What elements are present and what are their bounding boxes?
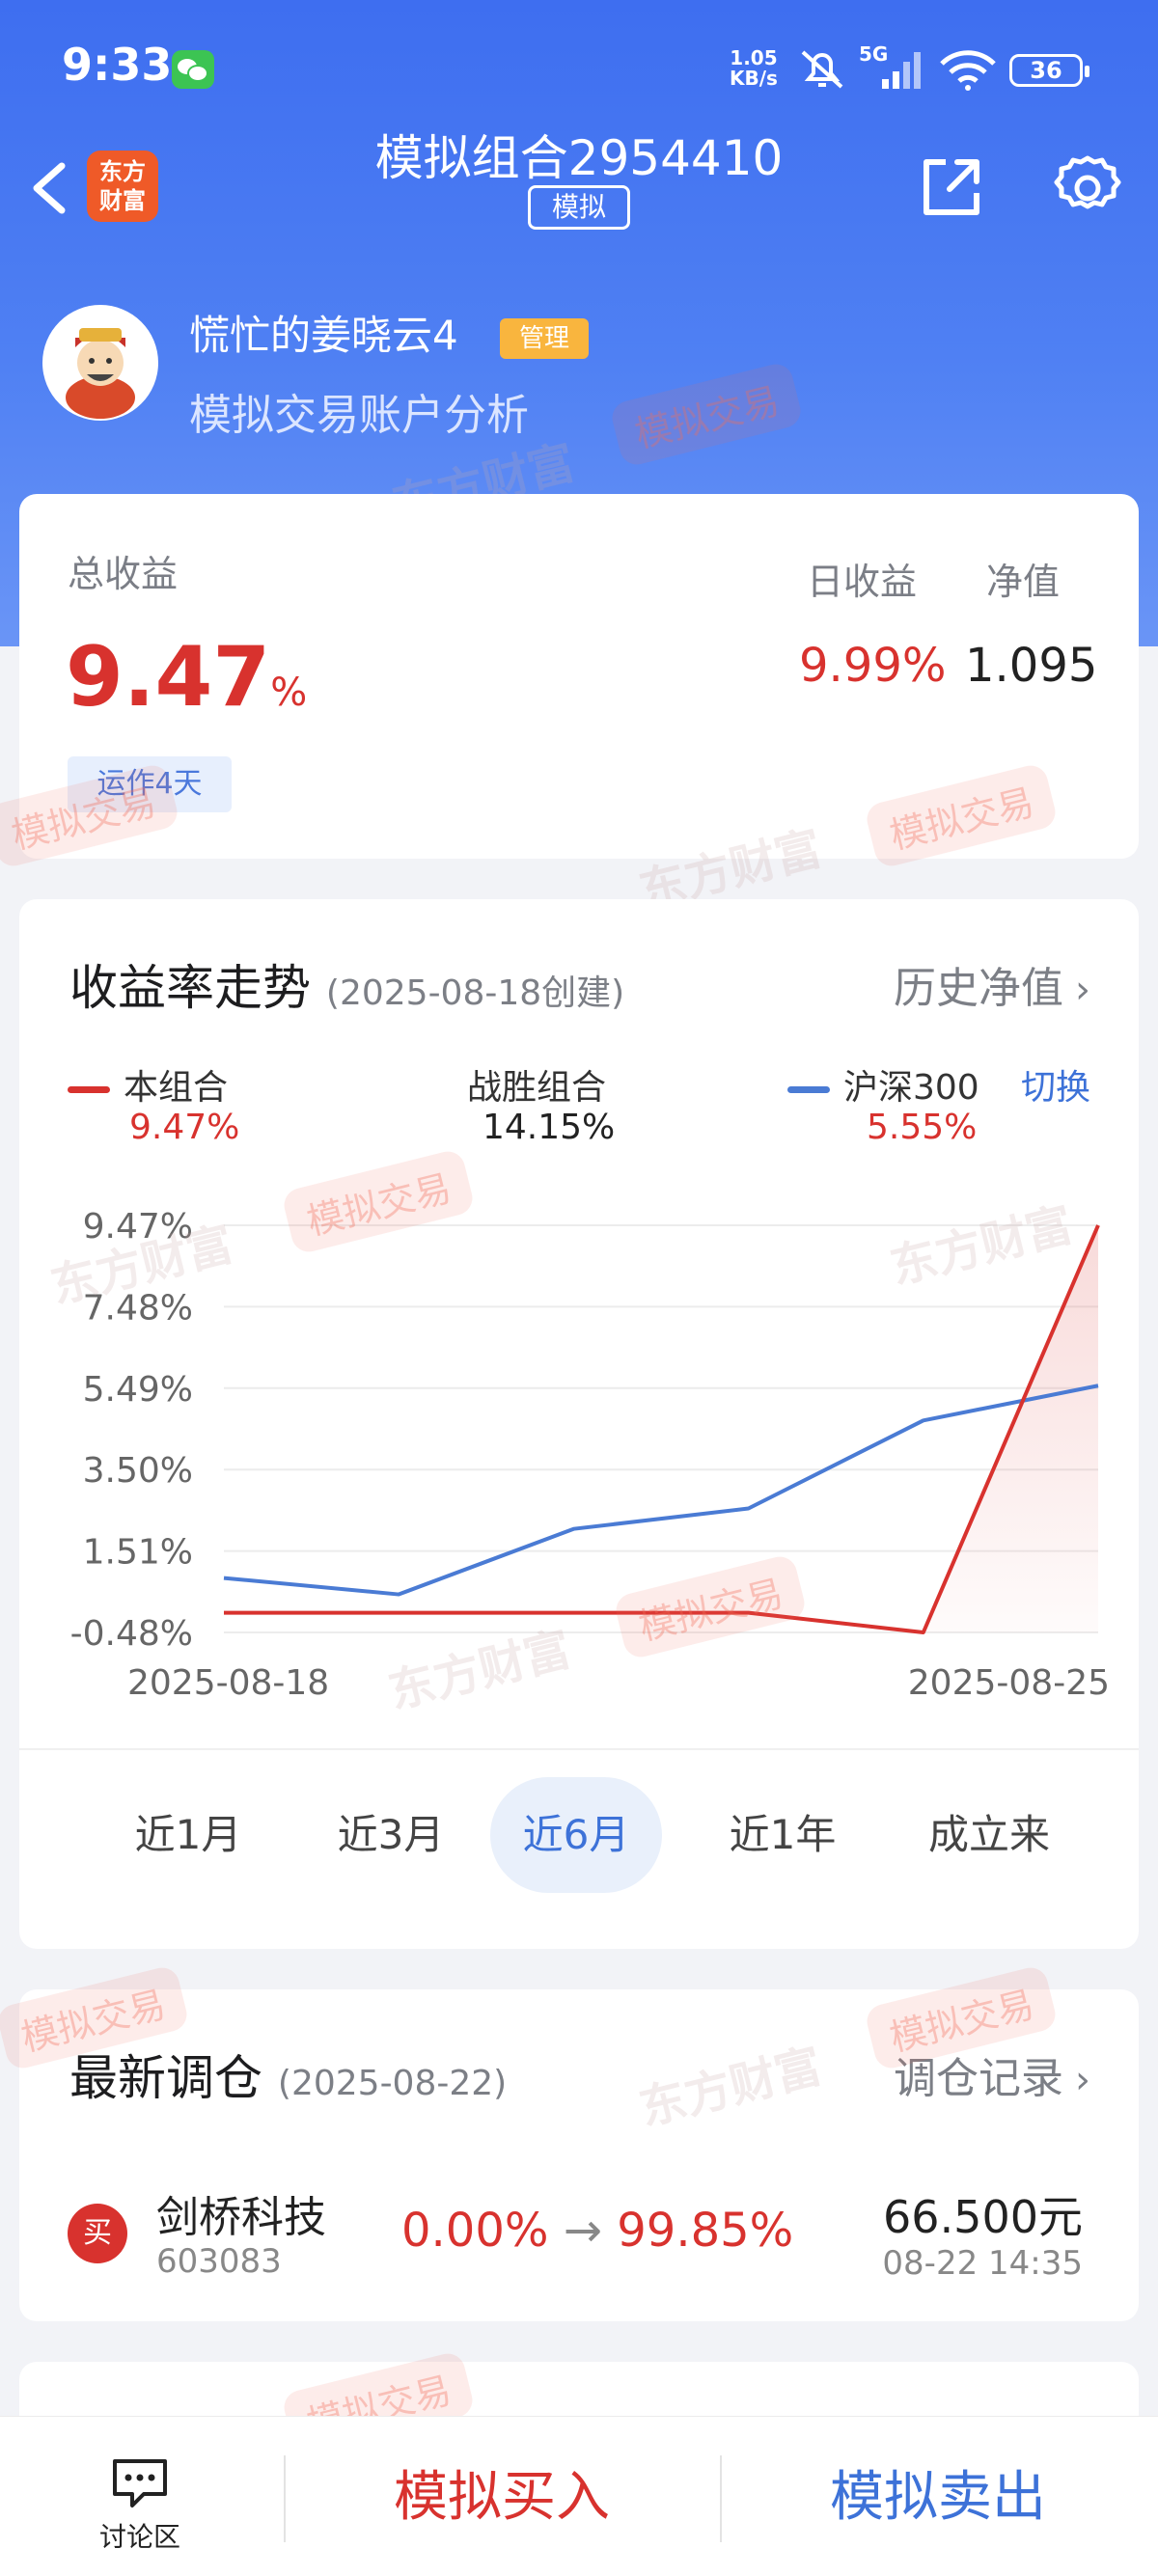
trade-record-link[interactable]: 调仓记录 › bbox=[894, 2054, 1090, 2103]
y-tick-label: 1.51% bbox=[83, 1533, 193, 1573]
chevron-right-icon: › bbox=[1075, 968, 1090, 1012]
running-days-badge: 运作4天 bbox=[68, 756, 232, 812]
watermark-brand: 东方财富 bbox=[634, 2039, 828, 2137]
legend-csi300: 沪深300 bbox=[787, 1059, 979, 1110]
return-trend-chart: 9.47% 7.48% 5.49% 3.50% 1.51% -0.48% 2025-08-1… bbox=[70, 1207, 1110, 1703]
y-tick-label: -0.48% bbox=[70, 1614, 193, 1654]
series-line-本组合 bbox=[224, 1224, 1100, 1634]
battery-icon: 36 bbox=[1009, 54, 1089, 87]
watermark-tag: 模拟交易 bbox=[863, 761, 1060, 870]
y-tick-label: 9.47% bbox=[83, 1207, 193, 1247]
divider bbox=[284, 2455, 286, 2542]
chevron-right-icon: › bbox=[1075, 2058, 1090, 2102]
net-speed: 1.05 KB/s bbox=[730, 48, 778, 89]
simulate-buy-button[interactable]: 模拟买入 bbox=[394, 2466, 610, 2529]
latest-trade-card: 最新调仓 (2025-08-22) 调仓记录 › 模拟交易 模拟交易 东方财富 买… bbox=[0, 1963, 1139, 2321]
y-tick-label: 3.50% bbox=[83, 1451, 193, 1491]
legend-portfolio: 本组合 bbox=[68, 1059, 228, 1110]
avatar-god-of-wealth-icon bbox=[66, 328, 135, 419]
period-selector: 近1月 近3月 近6月 近1年 成立来 bbox=[19, 1777, 1139, 1903]
mute-icon bbox=[801, 50, 843, 89]
trend-card: 收益率走势 (2025-08-18创建) 历史净值 › 本组合 9.47% 战胜组… bbox=[19, 899, 1139, 1949]
wechat-icon bbox=[172, 50, 214, 89]
simulate-sell-button[interactable]: 模拟卖出 bbox=[830, 2466, 1046, 2529]
legend-csi300-value: 5.55% bbox=[867, 1108, 978, 1147]
net-speed-value: 1.05 bbox=[730, 46, 778, 69]
y-tick-label: 7.48% bbox=[83, 1288, 193, 1328]
period-1y[interactable]: 近1年 bbox=[729, 1811, 837, 1858]
daily-return-value: 9.99% bbox=[799, 639, 947, 693]
total-return-label: 总收益 bbox=[68, 553, 179, 595]
position-weight-change: 0.00% → 99.85% bbox=[401, 2204, 794, 2258]
divider bbox=[19, 1748, 1139, 1750]
net-value-label: 净值 bbox=[986, 561, 1061, 603]
switch-benchmark-button[interactable]: 切换 bbox=[1020, 1068, 1090, 1108]
simulation-tag: 模拟 bbox=[528, 185, 630, 230]
back-icon[interactable] bbox=[21, 154, 79, 222]
status-bar: 9:33 1.05 KB/s 5G 36 bbox=[0, 0, 1158, 135]
chat-bubble-icon bbox=[113, 2459, 167, 2507]
account-subtitle: 模拟交易账户分析 bbox=[189, 391, 529, 440]
x-tick-label: 2025-08-18 bbox=[127, 1663, 329, 1703]
network-type: 5G bbox=[859, 42, 889, 66]
forum-button[interactable]: 讨论区 bbox=[96, 2455, 183, 2555]
stock-code: 603083 bbox=[156, 2242, 282, 2281]
trend-title: 收益率走势 (2025-08-18创建) bbox=[69, 960, 625, 1016]
admin-badge: 管理 bbox=[500, 318, 589, 359]
legend-portfolio-value: 9.47% bbox=[129, 1108, 240, 1147]
legend-swatch bbox=[787, 1085, 830, 1093]
legend-beat: 战胜组合 bbox=[467, 1068, 607, 1108]
latest-trade-title: 最新调仓 (2025-08-22) bbox=[69, 2050, 508, 2106]
summary-card: 总收益 9.47% 运作4天 日收益 9.99% 净值 1.095 模拟交易 模… bbox=[0, 494, 1139, 918]
legend-beat-value: 14.15% bbox=[482, 1108, 616, 1147]
signal-icon bbox=[882, 52, 921, 89]
net-speed-unit: KB/s bbox=[730, 67, 778, 90]
period-3m[interactable]: 近3月 bbox=[337, 1811, 445, 1858]
bottom-action-bar: 讨论区 模拟买入 模拟卖出 bbox=[0, 2416, 1158, 2576]
period-6m[interactable]: 近6月 bbox=[490, 1777, 662, 1893]
history-nav-link[interactable]: 历史净值 › bbox=[894, 964, 1090, 1013]
y-tick-label: 5.49% bbox=[83, 1370, 193, 1410]
status-time: 9:33 bbox=[62, 39, 173, 91]
legend-swatch bbox=[68, 1085, 110, 1093]
period-1m[interactable]: 近1月 bbox=[134, 1811, 242, 1858]
total-return-value: 9.47% bbox=[66, 629, 308, 726]
period-since-inception[interactable]: 成立来 bbox=[927, 1811, 1050, 1858]
username[interactable]: 慌忙的姜晓云4 bbox=[189, 312, 458, 359]
share-icon[interactable] bbox=[917, 152, 986, 222]
x-tick-label: 2025-08-25 bbox=[908, 1663, 1110, 1703]
daily-return-label: 日收益 bbox=[807, 561, 918, 603]
settings-gear-icon[interactable] bbox=[1052, 152, 1123, 224]
stock-name[interactable]: 剑桥科技 bbox=[156, 2193, 326, 2242]
net-value: 1.095 bbox=[965, 639, 1098, 693]
avatar[interactable] bbox=[42, 305, 158, 421]
series-line-沪深300 bbox=[223, 1384, 1099, 1597]
page-title: 模拟组合2954410 bbox=[374, 130, 784, 186]
eastmoney-logo: 东方 财富 bbox=[87, 151, 158, 222]
buy-action-icon: 买 bbox=[68, 2204, 127, 2263]
trade-time: 08-22 14:35 bbox=[882, 2244, 1083, 2283]
trade-price: 66.500元 bbox=[883, 2191, 1083, 2243]
divider bbox=[720, 2455, 722, 2542]
wifi-icon bbox=[940, 50, 996, 91]
